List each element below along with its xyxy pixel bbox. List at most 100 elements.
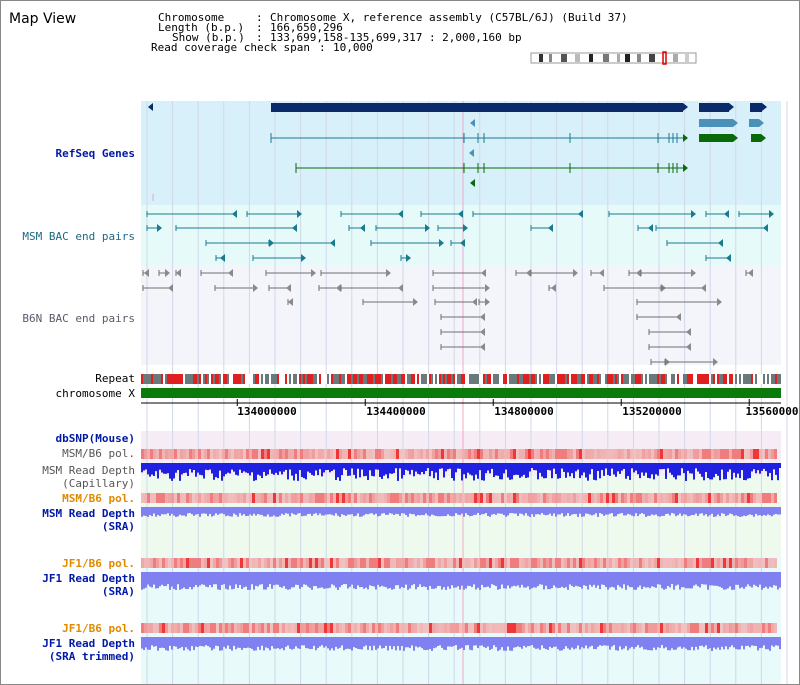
show-value: 133,699,158-135,699,317 : 2,000,160 bp	[270, 31, 522, 44]
msm-pol-capillary-label[interactable]: MSM/B6 pol.	[62, 447, 135, 460]
refseq-track-label[interactable]: RefSeq Genes	[55, 147, 135, 160]
repeat-segment	[487, 374, 489, 384]
msm-capillary-depth-bar	[619, 463, 621, 474]
jf1-trimmed-depth-bar	[487, 637, 489, 647]
jf1-trimmed-depth-bar	[141, 637, 143, 649]
repeat-segment	[611, 374, 613, 384]
msm-bac-track-label[interactable]: MSM BAC end pairs	[22, 230, 135, 243]
msm-sra-depth-bar	[659, 507, 661, 517]
msm-sra-depth-bar	[539, 507, 541, 515]
msm-capillary-depth-bar	[561, 463, 563, 469]
jf1-sra-depth-bar	[213, 572, 215, 585]
jf1-trimmed-depth-bar	[577, 637, 579, 646]
msm-capillary-depth-bar	[461, 463, 463, 481]
repeat-track-label[interactable]: Repeat	[95, 372, 135, 385]
arrowhead	[713, 358, 718, 366]
jf1-trimmed-depth-bar	[731, 637, 733, 646]
jf1-trimmed-depth-bar	[613, 637, 615, 646]
msm-depth-capillary-label[interactable]: MSM Read Depth	[42, 464, 135, 477]
msm-sra-depth-bar	[417, 507, 419, 515]
jf1-pol-sra-label[interactable]: JF1/B6 pol.	[62, 557, 135, 570]
jf1-sra-depth-bar	[183, 572, 185, 588]
jf1-sra-depth-bar	[525, 572, 527, 588]
arrowhead	[144, 269, 149, 277]
repeat-segment	[367, 374, 369, 384]
msm-capillary-depth-bar	[673, 463, 675, 478]
msm-sra-polymorphism-cell	[423, 493, 426, 503]
jf1-trimmed-depth-bar	[467, 637, 469, 646]
jf1-sra-depth-bar	[285, 572, 287, 589]
msm-sra-depth-bar	[657, 507, 659, 517]
msm-capillary-polymorphism-cell	[567, 449, 570, 459]
arrowhead	[763, 224, 768, 232]
msm-sra-polymorphism-cell	[675, 493, 678, 503]
jf1-depth-trimmed-label[interactable]: JF1 Read Depth	[42, 637, 135, 650]
jf1-trimmed-depth-bar	[437, 637, 439, 646]
jf1-sra-depth-bar	[511, 572, 513, 587]
repeat-segment	[469, 374, 471, 384]
msm-capillary-depth-bar	[447, 463, 449, 470]
msm-capillary-depth-bar	[607, 463, 609, 475]
msm-capillary-depth-bar	[499, 463, 501, 480]
msm-capillary-polymorphism-cell	[579, 449, 582, 459]
msm-sra-polymorphism-cell	[291, 493, 294, 503]
jf1-sra-depth-bar	[719, 572, 721, 587]
refseq-track-bg	[141, 101, 781, 205]
msm-depth-sra-label[interactable]: MSM Read Depth	[42, 507, 135, 520]
jf1-trimmed-depth-bar	[445, 637, 447, 651]
arrowhead	[729, 103, 734, 111]
jf1-sra-polymorphism-cell	[477, 558, 480, 568]
jf1-sra-depth-bar	[777, 572, 779, 590]
msm-sra-depth-bar	[769, 507, 771, 516]
msm-sra-polymorphism-cell	[603, 493, 606, 503]
jf1-sra-depth-bar	[747, 572, 749, 585]
jf1-sra-polymorphism-cell	[537, 558, 540, 568]
jf1-sra-polymorphism-cell	[738, 558, 741, 568]
msm-capillary-polymorphism-cell	[552, 449, 555, 459]
msm-sra-depth-bar	[513, 507, 515, 514]
msm-sra-depth-bar	[311, 507, 313, 516]
jf1-trimmed-depth-bar	[641, 637, 643, 647]
msm-pol-sra-label[interactable]: MSM/B6 pol.	[62, 492, 135, 505]
chromosome-track-label[interactable]: chromosome X	[55, 387, 135, 400]
msm-capillary-depth-bar	[765, 463, 767, 472]
dbsnp-track-label[interactable]: dbSNP(Mouse)	[55, 432, 135, 445]
jf1-sra-depth-bar	[373, 572, 375, 587]
msm-sra-polymorphism-cell	[696, 493, 699, 503]
msm-capillary-depth-bar	[335, 463, 337, 480]
jf1-sra-polymorphism-cell	[168, 558, 171, 568]
msm-capillary-depth-bar	[659, 463, 661, 470]
msm-sra-depth-bar	[529, 507, 531, 517]
msm-sra-depth-bar	[433, 507, 435, 516]
repeat-segment	[143, 374, 145, 384]
arrowhead	[724, 210, 729, 218]
jf1-sra-depth-bar	[435, 572, 437, 589]
b6n-bac-track-bg	[141, 265, 781, 365]
jf1-sra-depth-bar	[733, 572, 735, 590]
msm-capillary-depth-bar	[603, 463, 605, 476]
msm-sra-depth-bar	[543, 507, 545, 515]
msm-capillary-polymorphism-cell	[564, 449, 567, 459]
jf1-trimmed-depth-bar	[253, 637, 255, 651]
jf1-pol-trimmed-label[interactable]: JF1/B6 pol.	[62, 622, 135, 635]
msm-sra-depth-bar	[279, 507, 281, 516]
jf1-trimmed-polymorphism-cell	[684, 623, 687, 633]
jf1-sra-polymorphism-cell	[459, 558, 462, 568]
msm-capillary-polymorphism-cell	[624, 449, 627, 459]
msm-sra-polymorphism-cell	[264, 493, 267, 503]
msm-capillary-depth-bar	[211, 463, 213, 474]
jf1-trimmed-depth-bar	[545, 637, 547, 650]
b6n-bac-track-label[interactable]: B6N BAC end pairs	[22, 312, 135, 325]
jf1-trimmed-polymorphism-cell	[639, 623, 642, 633]
repeat-segment	[387, 374, 389, 384]
msm-sra-polymorphism-cell	[336, 493, 339, 503]
jf1-sra-depth-bar	[681, 572, 683, 588]
jf1-sra-depth-bar	[201, 572, 203, 585]
jf1-sra-polymorphism-cell	[573, 558, 576, 568]
jf1-depth-sra-label[interactable]: JF1 Read Depth	[42, 572, 135, 585]
jf1-sra-depth-bar	[171, 572, 173, 587]
jf1-trimmed-depth-bar	[187, 637, 189, 650]
msm-capillary-depth-bar	[227, 463, 229, 473]
arrowhead	[761, 134, 766, 142]
msm-capillary-depth-bar	[549, 463, 551, 471]
